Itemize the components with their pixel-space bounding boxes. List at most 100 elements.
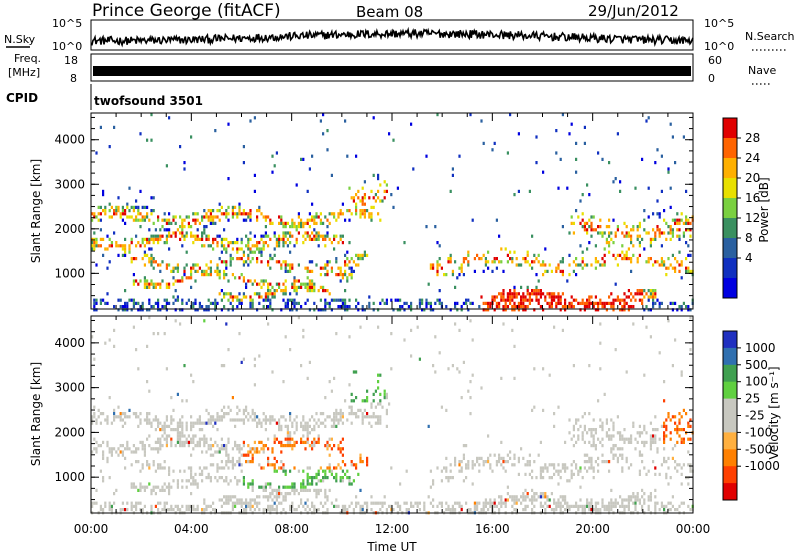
power-cell (542, 170, 545, 174)
power-cell (597, 151, 600, 155)
power-cell (148, 260, 151, 264)
power-cell (645, 119, 648, 123)
velocity-cell (163, 424, 166, 428)
velocity-cell (264, 421, 267, 425)
power-cell (550, 295, 553, 299)
power-cell (187, 298, 190, 302)
velocity-cell (674, 338, 677, 342)
velocity-cell (469, 508, 472, 512)
velocity-cell (482, 508, 485, 512)
velocity-cell (566, 501, 569, 505)
velocity-cell (271, 450, 274, 454)
power-cell (388, 132, 391, 136)
velocity-cell (416, 325, 419, 329)
power-cell (689, 269, 692, 273)
velocity-cell (616, 415, 619, 419)
power-cell (190, 266, 193, 270)
power-cell (192, 241, 195, 245)
power-cell (258, 209, 261, 213)
velocity-cell (559, 508, 562, 512)
velocity-cell (355, 501, 358, 505)
power-cell (315, 231, 318, 235)
velocity-cell (647, 508, 650, 512)
power-cell (577, 215, 580, 219)
velocity-cell (225, 501, 228, 505)
velocity-cell (621, 498, 624, 502)
power-cell (641, 237, 644, 241)
power-cell (555, 129, 558, 133)
power-cell (203, 269, 206, 273)
power-cell (630, 257, 633, 261)
power-cell (605, 241, 608, 245)
power-cell (152, 282, 155, 286)
velocity-cell (119, 444, 122, 448)
power-cell (328, 260, 331, 264)
power-cell (137, 282, 140, 286)
velocity-cell (654, 501, 657, 505)
power-cell (478, 305, 481, 309)
power-cell (484, 257, 487, 261)
velocity-cell (141, 508, 144, 512)
velocity-cell (282, 415, 285, 419)
velocity-cell (671, 415, 674, 419)
velocity-cell (240, 447, 243, 451)
velocity-cell (264, 428, 267, 432)
velocity-cell (564, 495, 567, 499)
velocity-cell (669, 431, 672, 435)
velocity-cell (291, 447, 294, 451)
velocity-cell (181, 431, 184, 435)
velocity-cell (280, 424, 283, 428)
velocity-cell (185, 428, 188, 432)
power-cell (223, 269, 226, 273)
power-cell (597, 225, 600, 229)
velocity-cell (539, 476, 542, 480)
velocity-cell (638, 498, 641, 502)
velocity-cell (271, 415, 274, 419)
velocity-cell (638, 453, 641, 457)
power-cell (498, 305, 501, 309)
velocity-cell (148, 418, 151, 422)
power-cell (586, 298, 589, 302)
power-cell (685, 241, 688, 245)
power-cell (319, 234, 322, 238)
power-cell (183, 225, 186, 229)
velocity-cell (346, 508, 349, 512)
velocity-cell (324, 424, 327, 428)
power-cell (146, 241, 149, 245)
velocity-cell (179, 440, 182, 444)
power-cell (295, 228, 298, 232)
power-cell (520, 263, 523, 267)
power-cell (245, 218, 248, 222)
power-cell (154, 285, 157, 289)
velocity-cell (449, 476, 452, 480)
velocity-cell (550, 463, 553, 467)
power-cell (678, 221, 681, 225)
power-cell (157, 215, 160, 219)
power-cell (174, 308, 177, 312)
power-cell (685, 215, 688, 219)
power-cell (350, 269, 353, 273)
power-cell (308, 285, 311, 289)
power-cell (630, 298, 633, 302)
velocity-cell (251, 456, 254, 460)
velocity-cell (359, 508, 362, 512)
power-cell (143, 282, 146, 286)
power-cell (216, 269, 219, 273)
power-cell (238, 257, 241, 261)
velocity-cell (339, 415, 342, 419)
power-cell (473, 269, 476, 273)
power-cell (207, 215, 210, 219)
power-cell (581, 212, 584, 216)
power-cell (229, 260, 232, 264)
power-cell (141, 237, 144, 241)
power-cell (168, 285, 171, 289)
velocity-cell (275, 421, 278, 425)
velocity-cell (194, 444, 197, 448)
velocity-cell (284, 469, 287, 473)
velocity-cell (665, 472, 668, 476)
velocity-cell (328, 437, 331, 441)
velocity-cell (192, 380, 195, 384)
velocity-cell (262, 466, 265, 470)
power-cell (546, 292, 549, 296)
velocity-cell (317, 492, 320, 496)
